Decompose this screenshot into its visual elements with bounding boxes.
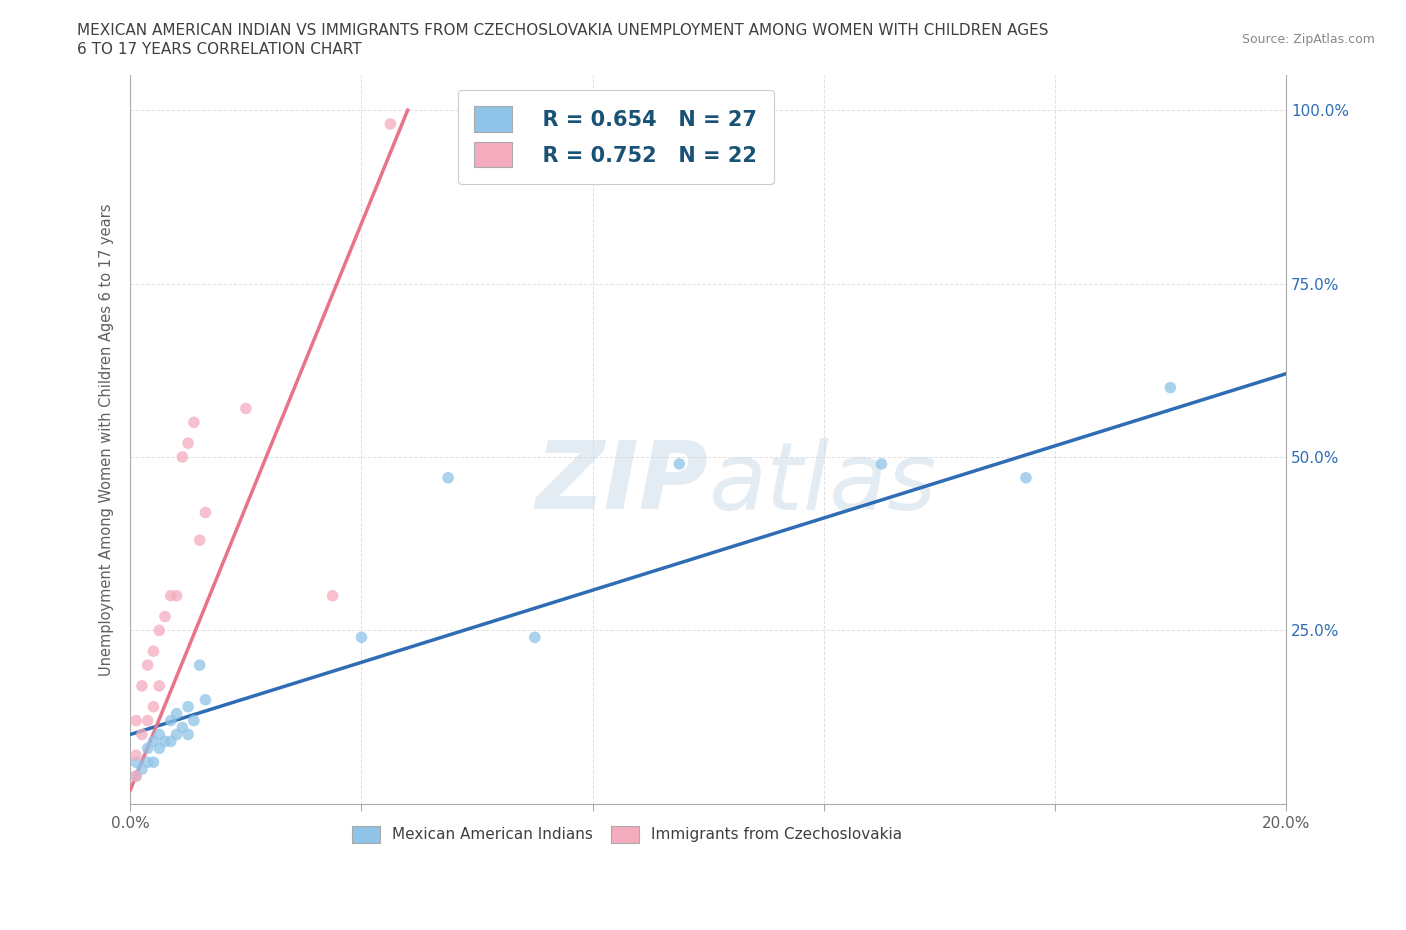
Text: MEXICAN AMERICAN INDIAN VS IMMIGRANTS FROM CZECHOSLOVAKIA UNEMPLOYMENT AMONG WOM: MEXICAN AMERICAN INDIAN VS IMMIGRANTS FR… — [77, 23, 1049, 38]
Point — [142, 699, 165, 714]
Point — [136, 755, 159, 770]
Point — [136, 713, 159, 728]
Point — [131, 679, 153, 694]
Text: ZIP: ZIP — [536, 437, 709, 529]
Point — [188, 533, 211, 548]
Point — [177, 435, 200, 450]
Point — [131, 727, 153, 742]
Point — [668, 457, 690, 472]
Point — [125, 713, 148, 728]
Point — [159, 713, 181, 728]
Point — [142, 644, 165, 658]
Point — [148, 741, 170, 756]
Text: 6 TO 17 YEARS CORRELATION CHART: 6 TO 17 YEARS CORRELATION CHART — [77, 42, 361, 57]
Point — [235, 401, 257, 416]
Point — [153, 609, 176, 624]
Point — [153, 734, 176, 749]
Point — [148, 727, 170, 742]
Point — [159, 589, 181, 604]
Point — [142, 755, 165, 770]
Point — [194, 692, 217, 707]
Point — [177, 727, 200, 742]
Point — [125, 748, 148, 763]
Point — [177, 699, 200, 714]
Point — [148, 679, 170, 694]
Point — [136, 658, 159, 672]
Point — [125, 768, 148, 783]
Point — [148, 623, 170, 638]
Point — [125, 768, 148, 783]
Point — [136, 741, 159, 756]
Point — [159, 734, 181, 749]
Point — [194, 505, 217, 520]
Point — [142, 734, 165, 749]
Legend: Mexican American Indians, Immigrants from Czechoslovakia: Mexican American Indians, Immigrants fro… — [344, 817, 910, 851]
Point — [380, 116, 402, 131]
Point — [1159, 380, 1181, 395]
Point — [322, 589, 344, 604]
Point — [437, 471, 460, 485]
Point — [166, 589, 188, 604]
Point — [172, 720, 194, 735]
Point — [166, 706, 188, 721]
Point — [183, 713, 205, 728]
Point — [1015, 471, 1038, 485]
Y-axis label: Unemployment Among Women with Children Ages 6 to 17 years: Unemployment Among Women with Children A… — [100, 204, 114, 676]
Point — [125, 755, 148, 770]
Point — [131, 762, 153, 777]
Point — [523, 630, 546, 644]
Point — [183, 415, 205, 430]
Point — [172, 449, 194, 464]
Point — [188, 658, 211, 672]
Text: atlas: atlas — [709, 438, 936, 529]
Text: Source: ZipAtlas.com: Source: ZipAtlas.com — [1241, 33, 1375, 46]
Point — [350, 630, 373, 644]
Point — [870, 457, 893, 472]
Point — [166, 727, 188, 742]
